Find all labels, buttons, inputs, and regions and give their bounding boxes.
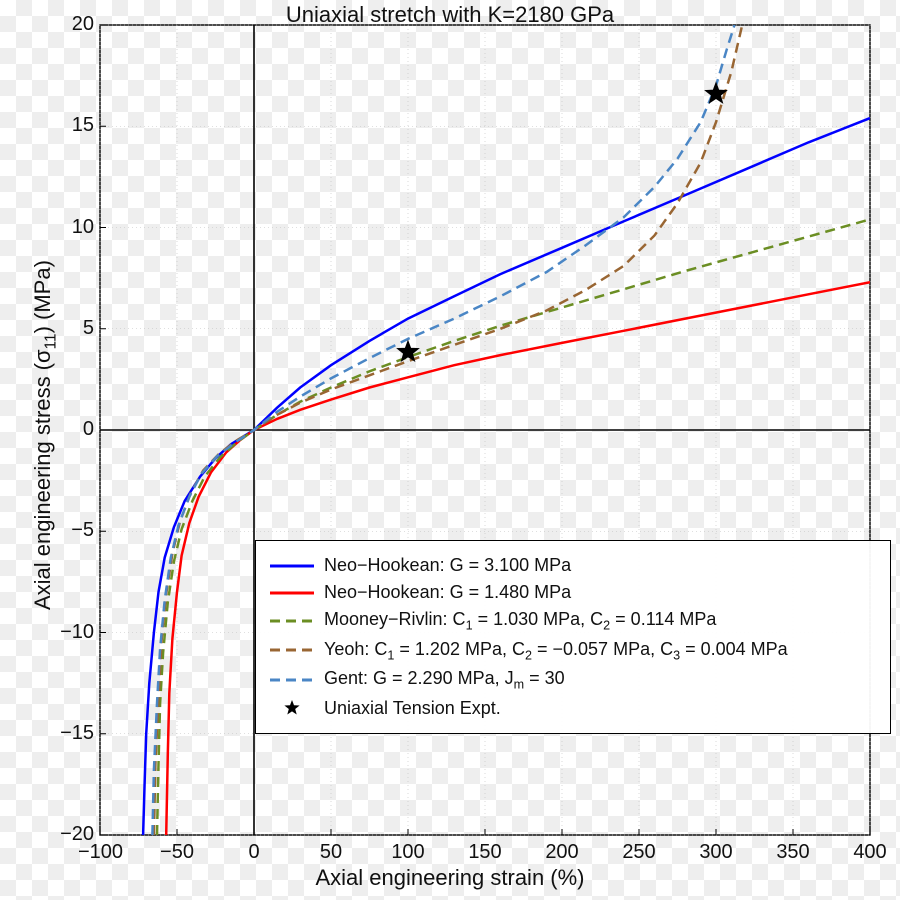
xtick-label: −50 — [155, 841, 199, 864]
legend-item-gent: Gent: G = 2.290 MPa, Jm = 30 — [268, 668, 878, 692]
xtick-label: 200 — [540, 841, 584, 864]
ytick-label: 20 — [46, 13, 94, 36]
xtick-label: 0 — [232, 841, 276, 864]
legend-item-neo1: Neo−Hookean: G = 3.100 MPa — [268, 555, 878, 576]
xtick-label: 100 — [386, 841, 430, 864]
x-axis-label: Axial engineering strain (%) — [0, 865, 900, 891]
curve-mooney — [157, 219, 870, 835]
chart-root: Uniaxial stretch with K=2180 GPa Axial e… — [0, 0, 900, 900]
ytick-label: 15 — [46, 114, 94, 137]
xtick-label: 350 — [771, 841, 815, 864]
xtick-label: 250 — [617, 841, 661, 864]
legend-item-neo2: Neo−Hookean: G = 1.480 MPa — [268, 582, 878, 603]
xtick-label: 400 — [848, 841, 892, 864]
xtick-label: 150 — [463, 841, 507, 864]
ytick-label: 5 — [46, 317, 94, 340]
ytick-label: −5 — [46, 519, 94, 542]
plot-area — [0, 0, 900, 900]
marker-star — [706, 83, 727, 103]
ytick-label: 10 — [46, 216, 94, 239]
ytick-label: −10 — [46, 621, 94, 644]
xtick-label: 50 — [309, 841, 353, 864]
ytick-label: −15 — [46, 722, 94, 745]
ytick-label: 0 — [46, 418, 94, 441]
legend-item-mooney: Mooney−Rivlin: C1 = 1.030 MPa, C2 = 0.11… — [268, 609, 878, 633]
legend-item-yeoh: Yeoh: C1 = 1.202 MPa, C2 = −0.057 MPa, C… — [268, 639, 878, 663]
legend-item-marker: Uniaxial Tension Expt. — [268, 698, 878, 719]
xtick-label: 300 — [694, 841, 738, 864]
legend: Neo−Hookean: G = 3.100 MPa Neo−Hookean: G… — [255, 540, 891, 734]
ytick-label: −20 — [46, 823, 94, 846]
